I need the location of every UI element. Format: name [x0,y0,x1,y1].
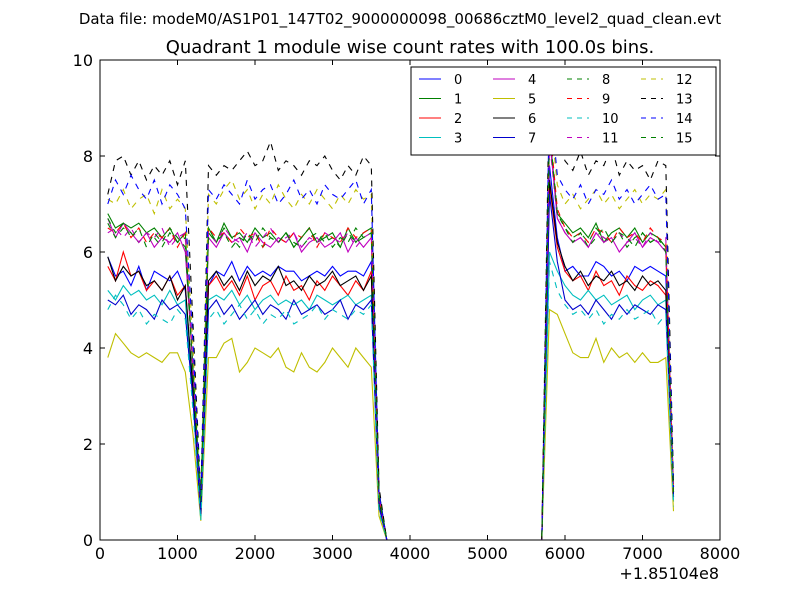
y-tick-label: 10 [73,51,93,70]
legend-label-8: 8 [602,73,610,88]
y-tick-label: 2 [83,435,93,454]
legend-label-4: 4 [528,73,536,88]
chart-title: Quadrant 1 module wise count rates with … [166,37,655,58]
series-line-9 [107,122,675,541]
x-tick-label: 6000 [545,544,586,563]
legend-label-10: 10 [602,112,619,127]
legend-label-0: 0 [454,73,462,88]
legend-box [410,66,717,156]
x-offset-label: +1.85104e8 [619,564,719,583]
y-tick-label: 6 [83,243,93,262]
legend-label-11: 11 [602,132,619,147]
x-tick-label: 1000 [157,544,198,563]
x-tick-label: 5000 [467,544,508,563]
legend-label-7: 7 [528,132,536,147]
legend-label-9: 9 [602,93,610,108]
figure-suptitle: Data file: modeM0/AS1P01_147T02_90000000… [79,10,721,29]
x-tick-label: 7000 [622,544,663,563]
x-tick-label: 8000 [700,544,741,563]
legend-label-12: 12 [676,73,693,88]
x-tick-label: 3000 [312,544,353,563]
y-tick-label: 0 [83,531,93,550]
series-line-14 [107,93,675,541]
legend-label-13: 13 [676,93,693,108]
x-tick-label: 4000 [390,544,431,563]
x-tick-label: 2000 [235,544,276,563]
legend-label-1: 1 [454,93,462,108]
y-tick-label: 8 [83,147,93,166]
legend-label-2: 2 [454,112,462,127]
legend-label-6: 6 [528,112,536,127]
x-tick-label: 0 [95,544,105,563]
y-tick-label: 4 [83,339,93,358]
series-line-8 [107,127,675,541]
legend-label-5: 5 [528,93,536,108]
series-line-5 [107,308,675,541]
legend-label-15: 15 [676,132,693,147]
legend-label-14: 14 [676,112,693,127]
legend-label-3: 3 [454,132,462,147]
